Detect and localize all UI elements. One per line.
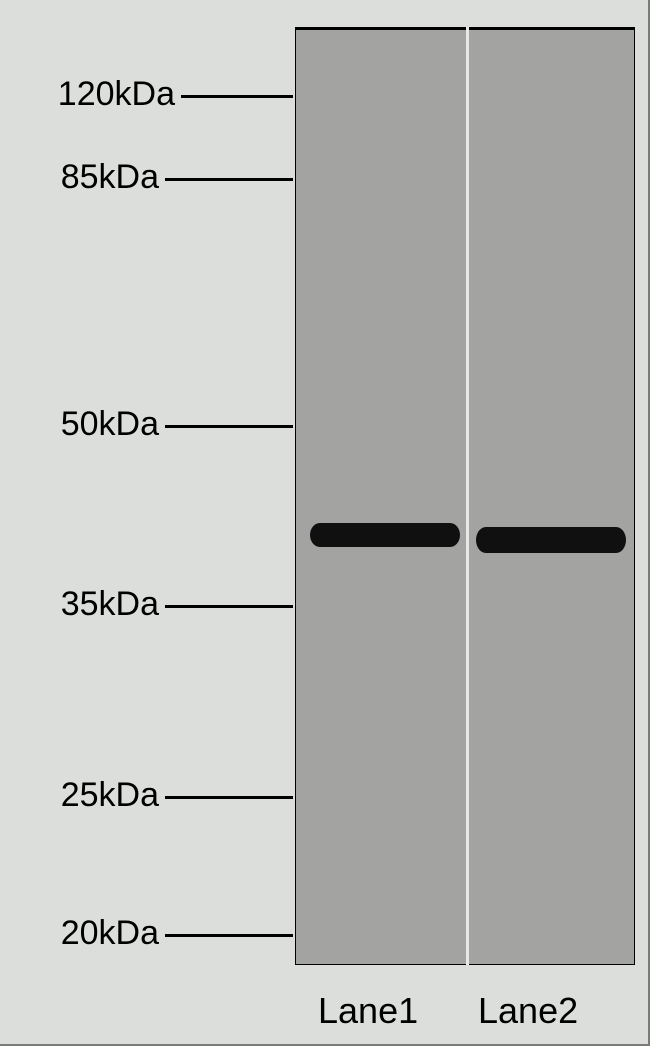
marker-label: 20kDa xyxy=(9,914,159,953)
marker-label: 85kDa xyxy=(9,158,159,197)
lane-label: Lane2 xyxy=(478,990,578,1032)
marker-tick xyxy=(165,934,293,937)
marker-tick xyxy=(165,425,293,428)
lane-divider xyxy=(466,27,469,965)
band-lane1 xyxy=(310,523,460,547)
marker-tick xyxy=(181,95,293,98)
lane-label: Lane1 xyxy=(318,990,418,1032)
marker-label: 25kDa xyxy=(9,776,159,815)
marker-label: 120kDa xyxy=(25,75,175,114)
marker-tick xyxy=(165,796,293,799)
marker-label: 50kDa xyxy=(9,405,159,444)
band-lane2 xyxy=(476,527,626,553)
marker-tick xyxy=(165,605,293,608)
marker-label: 35kDa xyxy=(9,585,159,624)
blot-membrane xyxy=(295,27,635,965)
marker-tick xyxy=(165,178,293,181)
